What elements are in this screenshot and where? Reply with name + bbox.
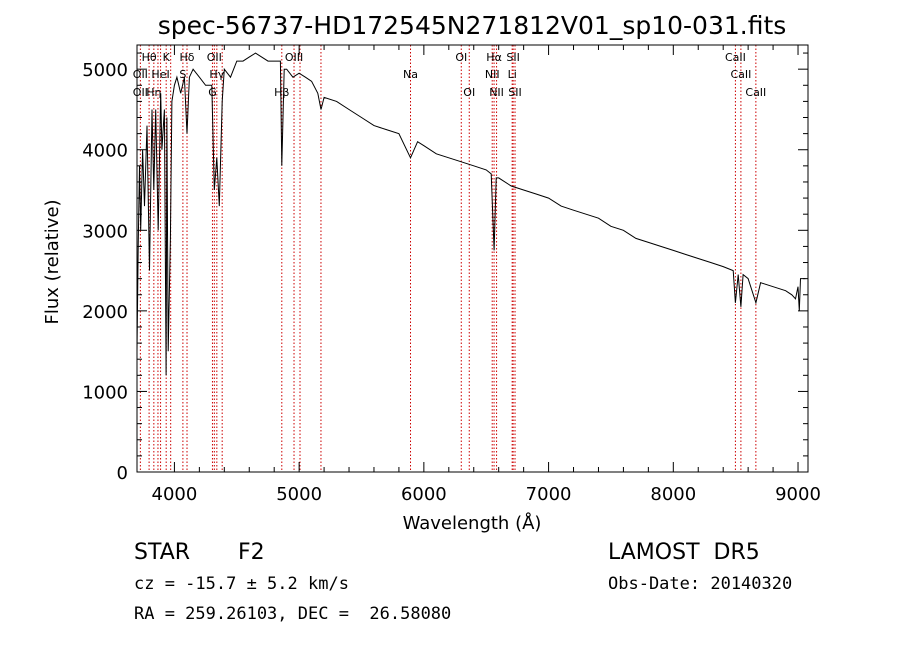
line-label: SII	[506, 51, 519, 64]
x-axis-label: Wavelength (Å)	[403, 512, 542, 534]
y-tick-label: 4000	[82, 141, 128, 162]
survey-label: LAMOST DR5	[608, 540, 760, 565]
chart-title: spec-56737-HD172545N271812V01_sp10-031.f…	[158, 11, 787, 40]
line-label: OI	[463, 86, 475, 99]
line-label: Li	[508, 68, 517, 81]
observation-date: Obs-Date: 20140320	[608, 574, 793, 594]
line-label: OII	[207, 51, 222, 64]
spectrum-line	[136, 52, 806, 376]
line-label: OII	[133, 68, 148, 81]
line-label: Hβ	[274, 86, 289, 99]
y-tick-label: 2000	[82, 302, 128, 323]
x-tick-label: 8000	[650, 484, 696, 505]
line-label: Hδ	[180, 51, 195, 64]
line-label: HeI	[151, 68, 169, 81]
y-axis-label: Flux (relative)	[42, 199, 63, 324]
x-tick-label: 5000	[276, 484, 322, 505]
line-label: Na	[403, 68, 418, 81]
line-label: K	[163, 51, 171, 64]
y-tick-label: 0	[117, 463, 128, 484]
y-tick-label: 5000	[82, 60, 128, 81]
line-label: OIII	[285, 51, 303, 64]
line-label: S	[179, 68, 186, 81]
line-label: Hα	[486, 51, 502, 64]
x-tick-label: 7000	[526, 484, 572, 505]
plot-frame	[136, 44, 809, 473]
x-tick-label: 4000	[152, 484, 198, 505]
object-subclass: F2	[238, 540, 265, 565]
object-class: STAR	[134, 540, 191, 565]
line-label: Hη	[146, 86, 161, 99]
line-label: NII	[485, 68, 500, 81]
line-label: OI	[455, 51, 467, 64]
y-tick-label: 1000	[82, 382, 128, 403]
spectral-line-markers	[139, 45, 757, 472]
y-tick-label: 3000	[82, 221, 128, 242]
coordinates: RA = 259.26103, DEC = 26.58080	[134, 604, 452, 624]
x-tick-label: 9000	[775, 484, 821, 505]
redshift-value: cz = -15.7 ± 5.2 km/s	[134, 574, 349, 594]
line-label: NII	[489, 86, 504, 99]
x-tick-label: 6000	[401, 484, 447, 505]
line-label: CaII	[730, 68, 751, 81]
plot-axes: 4000 5000 6000 7000 8000 9000 0 1000 2000 3000 400…	[82, 44, 821, 505]
line-label: Hγ	[209, 68, 224, 81]
line-label: CaII	[725, 51, 746, 64]
line-label: Hθ	[142, 51, 157, 64]
line-label: CaII	[745, 86, 766, 99]
line-label: SII	[508, 86, 521, 99]
